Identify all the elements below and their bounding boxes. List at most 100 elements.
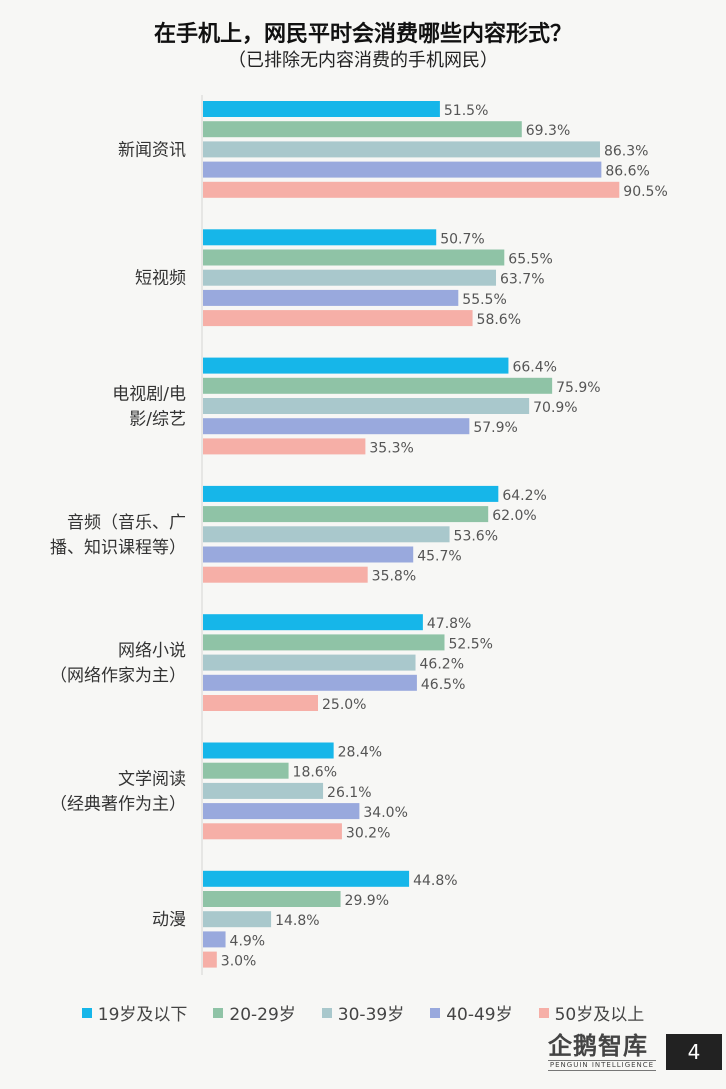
data-label: 18.6% (293, 765, 337, 781)
bar (203, 674, 417, 691)
legend-swatch (430, 1007, 441, 1018)
data-label: 57.9% (473, 420, 517, 436)
legend-item: 30-39岁 (321, 1000, 405, 1025)
category-label-line: （网络作家为主） (50, 666, 186, 686)
category-label-line: 文学阅读 (118, 769, 186, 789)
data-label: 86.6% (605, 164, 649, 180)
data-label: 4.9% (230, 933, 266, 949)
category-label-line: 网络小说 (118, 641, 186, 661)
page-number: 4 (666, 1034, 722, 1070)
bar (203, 121, 522, 138)
bar (203, 418, 470, 435)
category-label: 文学阅读 （经典著作为主） (50, 769, 186, 814)
bar (203, 141, 600, 158)
legend-label: 30-39岁 (337, 1005, 405, 1025)
data-label: 64.2% (502, 488, 546, 504)
legend-swatch (321, 1007, 332, 1018)
bar (203, 566, 368, 583)
legend-label: 20-29岁 (229, 1005, 296, 1025)
logo-text: 企鹅智库 (548, 1032, 648, 1060)
data-label: 55.5% (462, 292, 506, 308)
data-label: 30.2% (346, 825, 390, 841)
data-label: 65.5% (508, 252, 552, 268)
data-label: 52.5% (449, 636, 493, 652)
data-label: 51.5% (444, 103, 488, 119)
category-label-line: （经典著作为主） (50, 794, 186, 814)
category-label: 新闻资讯 (118, 140, 186, 160)
bar (203, 310, 473, 327)
legend-item: 50岁及以上 (538, 1000, 644, 1025)
bar (203, 614, 423, 631)
legend-swatch (538, 1007, 549, 1018)
data-label: 58.6% (477, 312, 521, 328)
bar (203, 911, 272, 928)
bar (203, 762, 289, 779)
legend-item: 40-49岁 (430, 1000, 513, 1025)
data-label: 53.6% (454, 528, 498, 544)
bar (203, 634, 445, 651)
chart-title: 在手机上，网民平时会消费哪些内容形式？ (153, 22, 572, 47)
data-label: 69.3% (526, 123, 570, 139)
category-label-line: 电视剧/电 (112, 385, 186, 405)
bar (203, 101, 440, 117)
data-label: 50.7% (440, 231, 484, 247)
bar (203, 931, 226, 948)
data-label: 46.2% (420, 657, 464, 673)
category-label: 电视剧/电影/综艺 (112, 385, 186, 430)
bar (203, 870, 410, 887)
bar (203, 506, 489, 523)
bar (203, 161, 602, 178)
category-label-line: 新闻资讯 (118, 140, 186, 160)
bar (203, 546, 414, 563)
chart-subtitle: （已排除无内容消费的手机网民） (228, 50, 498, 71)
legend-swatch (213, 1007, 224, 1018)
bar (203, 823, 342, 840)
data-label: 26.1% (327, 785, 371, 801)
data-label: 90.5% (623, 184, 667, 200)
data-label: 62.0% (492, 508, 536, 524)
bar (203, 181, 620, 198)
bar (203, 229, 437, 246)
category-label-line: 播、知识课程等） (50, 538, 186, 558)
data-label: 75.9% (556, 380, 600, 396)
bar (203, 398, 530, 414)
category-label-line: 短视频 (135, 269, 186, 289)
bar (203, 891, 341, 907)
bar (203, 438, 366, 455)
data-label: 63.7% (500, 272, 544, 288)
bar (203, 526, 450, 543)
legend-swatch (81, 1007, 92, 1018)
chart-legend: 19岁及以下 20-29岁 30-39岁 40-49岁 50岁及以上 (0, 1000, 726, 1025)
data-label: 44.8% (413, 873, 457, 889)
logo-subtext: PENGUIN INTELLIGENCE (548, 1060, 656, 1071)
data-label: 66.4% (512, 360, 556, 376)
data-label: 35.3% (369, 440, 413, 456)
data-label: 46.5% (421, 677, 465, 693)
data-label: 34.0% (363, 805, 407, 821)
legend-label: 40-49岁 (446, 1005, 513, 1025)
bar (203, 654, 416, 671)
bar (203, 803, 360, 820)
category-label-line: 动漫 (152, 910, 186, 930)
legend-label: 19岁及以下 (97, 1005, 188, 1025)
category-label: 动漫 (152, 910, 186, 930)
bar (203, 742, 334, 759)
data-label: 35.8% (372, 569, 416, 585)
data-label: 28.4% (338, 745, 382, 761)
category-label: 短视频 (135, 269, 186, 289)
category-label: 网络小说 （网络作家为主） (50, 641, 186, 686)
bar (203, 269, 497, 286)
data-label: 25.0% (322, 697, 366, 713)
bar (203, 485, 499, 502)
bar (203, 695, 318, 711)
legend-item: 20-29岁 (213, 1000, 296, 1025)
data-label: 47.8% (427, 616, 471, 632)
category-label-line: 影/综艺 (129, 410, 186, 430)
category-label: 音频（音乐、广播、知识课程等） (50, 513, 186, 558)
bar (203, 289, 459, 306)
data-label: 3.0% (221, 954, 257, 970)
data-label: 29.9% (345, 893, 389, 909)
bar (203, 357, 509, 374)
bar (203, 951, 217, 968)
data-label: 45.7% (417, 549, 461, 565)
